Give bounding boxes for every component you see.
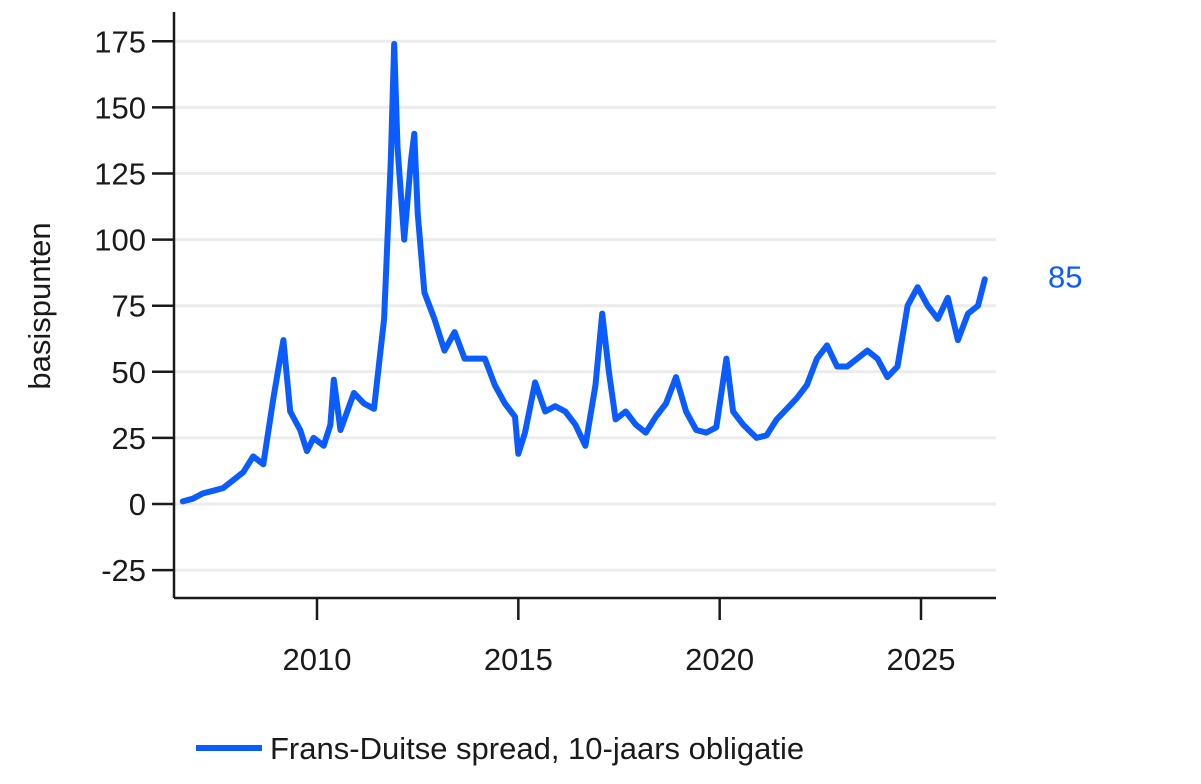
y-axis-title: basispunten — [22, 222, 57, 389]
series-line — [179, 40, 988, 505]
y-tick-label: 50 — [112, 355, 146, 390]
x-tick-label: 2010 — [283, 642, 352, 677]
legend-label: Frans-Duitse spread, 10-jaars obligatie — [270, 731, 804, 766]
y-tick-label: 25 — [112, 421, 146, 456]
labels: -25 0 25 50 75 100 125 150 175 2010 2015 2020 2025 ba… — [22, 24, 1082, 677]
y-tick-label: 0 — [129, 487, 146, 522]
y-tick-label: 175 — [94, 24, 146, 59]
y-tick-label: 100 — [94, 223, 146, 258]
gridlines — [174, 39, 996, 572]
y-tick-label: 75 — [112, 289, 146, 324]
axes — [152, 12, 996, 620]
series-layer — [179, 40, 988, 505]
series-end-label: 85 — [1048, 259, 1082, 294]
x-tick-label: 2015 — [484, 642, 553, 677]
y-tick-label: 125 — [94, 157, 146, 192]
x-tick-label: 2025 — [887, 642, 956, 677]
x-tick-label: 2020 — [685, 642, 754, 677]
y-tick-label: 150 — [94, 90, 146, 125]
legend: Frans-Duitse spread, 10-jaars obligatie — [196, 731, 804, 766]
y-tick-label: -25 — [101, 553, 146, 588]
